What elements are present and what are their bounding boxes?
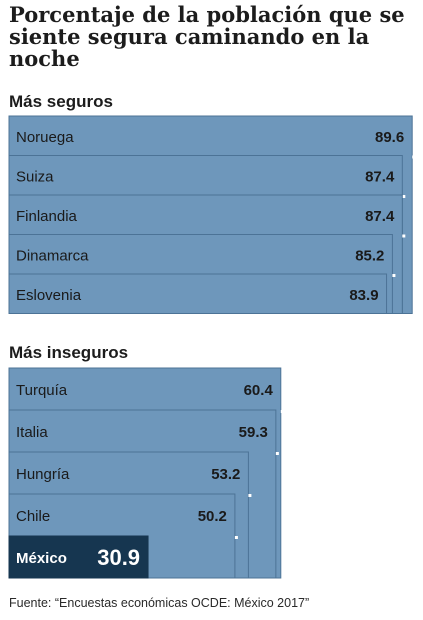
group-label-unsafe: Más inseguros (9, 343, 129, 362)
category-label: Noruega (16, 129, 74, 146)
bar-step-edge (275, 452, 279, 455)
bar-step-edge (412, 155, 416, 159)
bar-step-edge (248, 494, 252, 497)
bar-step-edge (402, 234, 406, 238)
source-note: Fuente: “Encuestas económicas OCDE: Méxi… (9, 596, 310, 610)
bar-chart: Noruega 89.6 Suiza 87.4 Finlandia 87.4 Dinamar… (8, 115, 416, 579)
value-label: 50.2 (198, 508, 227, 525)
value-label: 60.4 (244, 382, 274, 399)
value-label: 53.2 (211, 466, 240, 483)
group-label-safe: Más seguros (9, 92, 113, 111)
value-label: 83.9 (349, 287, 378, 304)
bar-méxico (8, 535, 149, 579)
bar-step-edge (402, 195, 406, 198)
category-label: Turquía (16, 382, 68, 399)
category-label: Chile (16, 508, 50, 525)
value-label: 59.3 (239, 424, 268, 441)
value-label: 87.4 (365, 208, 395, 225)
bar-eslovenia (8, 273, 388, 314)
category-label: Hungría (16, 466, 70, 483)
value-label: 89.6 (375, 129, 404, 146)
chart-title: Porcentaje de la población que se siente… (9, 2, 405, 71)
category-label: Suiza (16, 168, 54, 185)
value-label: 30.9 (97, 545, 140, 570)
bar-step-edge (280, 410, 284, 413)
category-label: México (16, 550, 67, 567)
value-label: 85.2 (355, 247, 384, 264)
category-label: Italia (16, 424, 48, 441)
value-label: 87.4 (365, 168, 395, 185)
category-label: Dinamarca (16, 247, 89, 264)
bar-step-edge (234, 536, 238, 539)
category-label: Finlandia (16, 208, 78, 225)
category-label: Eslovenia (16, 287, 82, 304)
bar-step-edge (392, 274, 396, 277)
